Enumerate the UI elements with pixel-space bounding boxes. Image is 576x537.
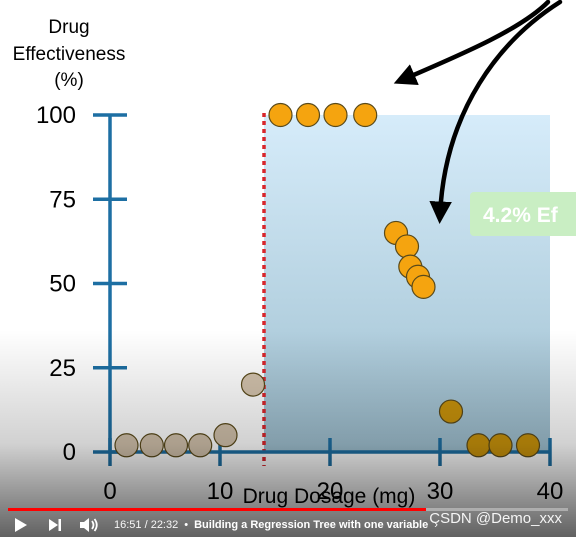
y-axis: 0 25 50 75 100	[36, 102, 127, 466]
data-point	[411, 274, 436, 299]
next-icon[interactable]	[44, 515, 66, 535]
y-tick-label: 25	[49, 355, 76, 382]
data-point	[139, 433, 164, 458]
y-tick-label: 0	[63, 439, 76, 466]
data-point	[488, 433, 513, 458]
data-point	[466, 433, 491, 458]
highlight-region	[264, 115, 550, 452]
data-point	[240, 372, 266, 397]
chapter-title[interactable]: Building a Regression Tree with one vari…	[194, 519, 429, 531]
progress-bar[interactable]	[8, 508, 568, 511]
data-point	[114, 433, 139, 458]
y-axis-label: Drug Effectiveness (%)	[13, 17, 126, 91]
play-icon[interactable]	[10, 515, 32, 535]
y-axis-label-line-2: Effectiveness	[13, 44, 126, 65]
y-tick-label: 75	[49, 186, 76, 213]
arrow-to-top-points	[393, 0, 551, 85]
pointer-arrows	[393, 0, 563, 224]
x-axis-label: Drug Dosage (mg)	[243, 485, 416, 508]
watermark: CSDN @Demo_xxx	[429, 510, 562, 527]
separator-dot: •	[184, 519, 189, 531]
y-axis-label-line-3: (%)	[54, 70, 84, 91]
data-point	[213, 423, 238, 448]
y-tick-label: 50	[49, 271, 76, 298]
data-point	[323, 102, 348, 128]
x-tick-label: 30	[427, 478, 454, 505]
y-tick-label: 100	[36, 102, 76, 129]
data-point	[353, 102, 378, 128]
progress-bar-fill	[8, 508, 427, 511]
annotation-text: 4.2% Ef	[483, 204, 559, 227]
data-point	[295, 102, 321, 128]
x-tick-label: 0	[103, 478, 116, 505]
x-tick-label: 40	[537, 478, 564, 505]
player-controls: 16:51 / 22:32 • Building a Regression Tr…	[10, 513, 566, 537]
y-axis-label-line-1: Drug	[48, 17, 89, 38]
data-point	[188, 433, 213, 458]
arrow-to-middle-points	[429, 0, 563, 224]
annotation: 4.2% Ef	[470, 192, 576, 236]
data-point	[515, 433, 541, 458]
x-tick-label: 10	[207, 478, 234, 505]
volume-icon[interactable]	[78, 515, 100, 535]
chevron-right-icon[interactable]: ›	[434, 519, 438, 531]
data-point	[394, 234, 420, 259]
annotation-box	[470, 192, 576, 236]
data-point	[438, 399, 464, 424]
time-display: 16:51 / 22:32	[114, 519, 179, 531]
data-point	[268, 102, 293, 128]
data-point	[163, 433, 189, 458]
